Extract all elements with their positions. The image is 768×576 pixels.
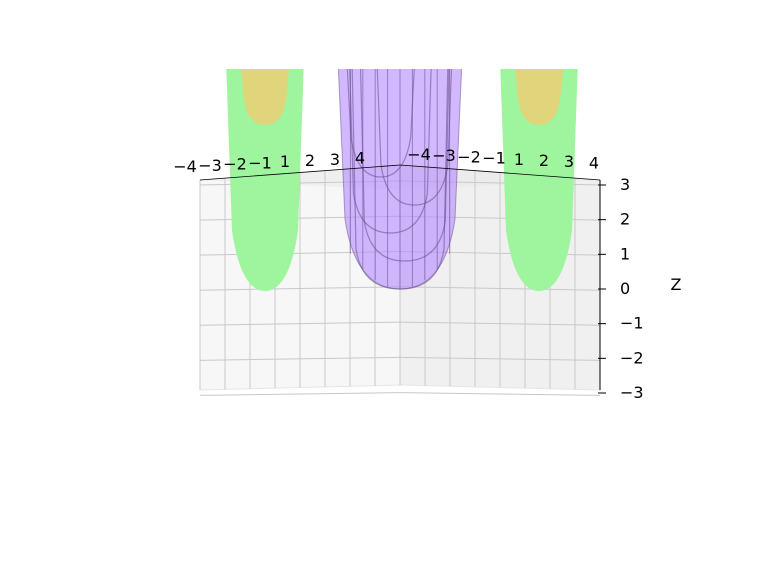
surface-green-left — [226, 69, 304, 291]
wireframe-outline — [337, 69, 463, 290]
y-tick-labels: −4 −3 −2 −1 1 2 3 4 — [407, 145, 599, 172]
z-tick-labels: −3 −2 −1 0 1 2 3 — [620, 175, 644, 402]
grid-line — [399, 392, 601, 396]
y-tick-label: −3 — [432, 146, 456, 165]
grid-line — [199, 392, 401, 396]
wireframe-profile — [359, 69, 450, 262]
x-tick-label: 4 — [355, 149, 365, 168]
z-axis-label: Z — [671, 275, 682, 294]
y-tick-label: −4 — [407, 145, 431, 164]
y-tick-label: 1 — [514, 150, 524, 169]
wireframe-profile — [349, 69, 432, 234]
z-tick-label: 2 — [620, 210, 630, 229]
x-tick-label: 3 — [330, 150, 340, 169]
x-axis-line — [199, 164, 401, 181]
x-tick-label: 1 — [280, 152, 290, 171]
x-tick-labels: −4 −3 −2 −1 1 2 3 4 — [173, 149, 365, 176]
x-tick-label: −3 — [198, 156, 222, 175]
x-tick-label: 2 — [305, 151, 315, 170]
z-tick-label: −3 — [620, 383, 644, 402]
surface-green-right — [500, 69, 578, 291]
y-tick-label: 4 — [589, 153, 599, 172]
surfaces — [226, 69, 578, 291]
z-tick-label: 1 — [620, 244, 630, 263]
wireframe-profile — [376, 69, 453, 206]
x-tick-label: −4 — [173, 157, 197, 176]
z-tick-label: 3 — [620, 175, 630, 194]
y-tick-label: 2 — [539, 151, 549, 170]
z-tick-label: −1 — [620, 314, 644, 333]
y-tick-label: 3 — [564, 152, 574, 171]
z-tick-label: 0 — [620, 279, 630, 298]
y-tick-label: −1 — [482, 149, 506, 168]
y-axis-line — [399, 164, 601, 181]
x-tick-label: −1 — [248, 153, 272, 172]
surface-cap-left — [240, 69, 290, 125]
y-tick-label: −2 — [457, 147, 481, 166]
z-tick-label: −2 — [620, 348, 644, 367]
axes — [199, 164, 606, 394]
wireframe-profile — [346, 69, 415, 178]
x-tick-label: −2 — [223, 155, 247, 174]
surface-cap-right — [514, 69, 564, 125]
